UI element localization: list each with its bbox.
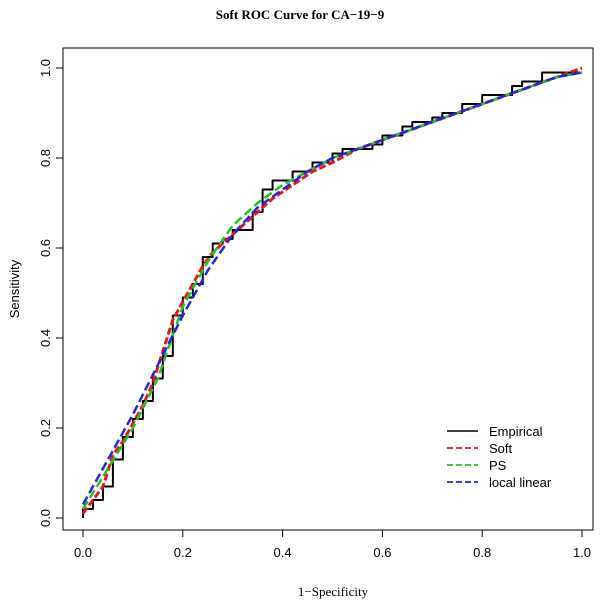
x-tick-label: 0.4 [274,545,292,560]
y-axis: 0.0 0.2 0.4 0.6 0.8 1.0 [38,59,64,527]
y-tick-label: 0.2 [38,419,53,437]
x-tick-label: 0.6 [373,545,391,560]
legend-label: Empirical [489,424,543,439]
x-axis: 0.0 0.2 0.4 0.6 0.8 1.0 [74,529,591,560]
y-axis-label: Sensitivity [7,259,22,318]
x-axis-label: 1−Specificity [298,584,369,599]
chart-title: Soft ROC Curve for CA−19−9 [216,7,385,22]
legend-label: local linear [489,475,552,490]
series-layer [81,66,583,518]
series-line-soft [81,66,583,515]
plot-frame [62,47,594,531]
y-tick-label: 0.6 [38,239,53,257]
series-line-local-linear [81,71,583,506]
y-tick-label: 0.4 [38,329,53,347]
x-tick-label: 1.0 [573,545,591,560]
legend: Empirical Soft PS local linear [447,424,552,490]
y-tick-label: 0.8 [38,149,53,167]
x-tick-label: 0.0 [74,545,92,560]
y-tick-label: 1.0 [38,59,53,77]
legend-label: Soft [489,441,513,456]
legend-label: PS [489,458,507,473]
x-tick-label: 0.8 [473,545,491,560]
y-tick-label: 0.0 [38,509,53,527]
x-tick-label: 0.2 [174,545,192,560]
